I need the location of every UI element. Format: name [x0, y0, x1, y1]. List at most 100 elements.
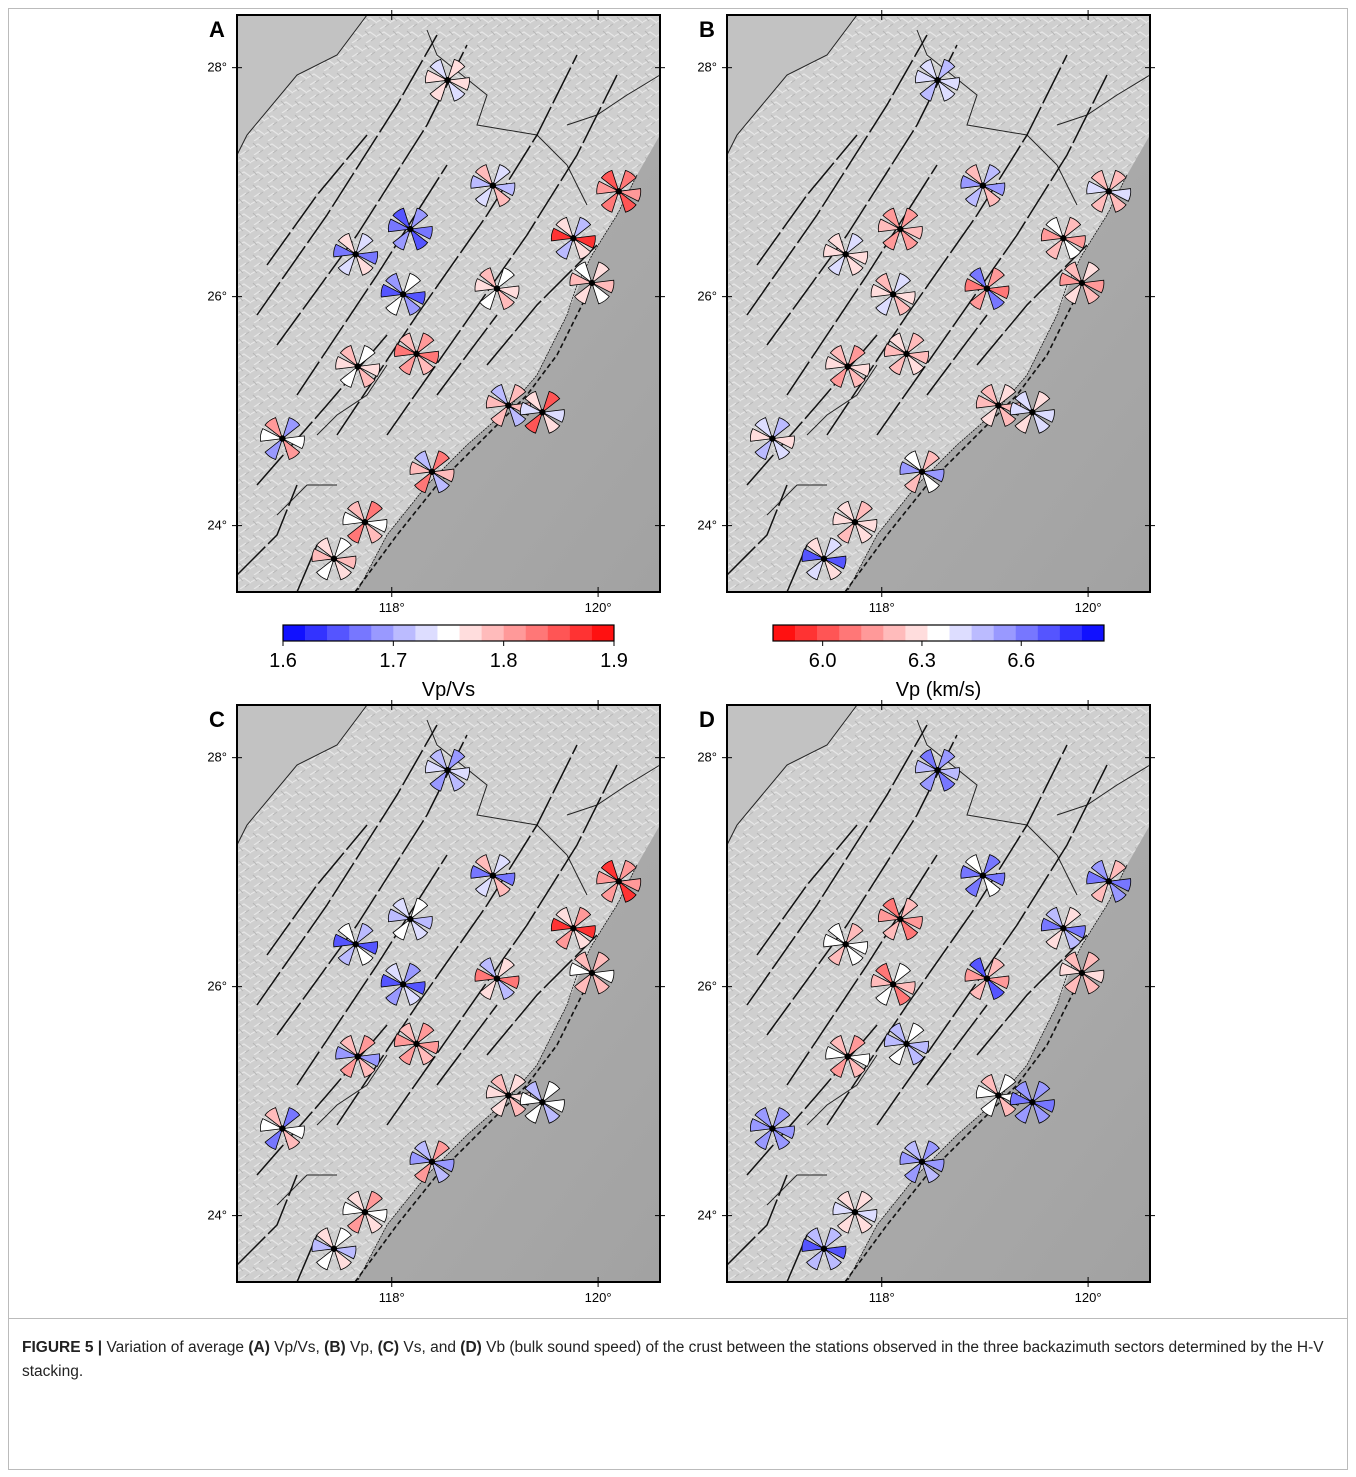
colorbar-step	[481, 625, 504, 641]
y-tick-label: 24°	[207, 1208, 227, 1223]
sector-wedge	[387, 908, 433, 930]
station	[1060, 925, 1067, 932]
station	[1078, 969, 1086, 977]
sector-wedge	[347, 500, 383, 544]
caption-text: (A)	[248, 1339, 270, 1356]
base-map	[726, 14, 1151, 593]
station	[897, 225, 904, 233]
station	[842, 251, 849, 258]
colorbar-tick-label: 1.9	[600, 650, 628, 672]
y-tick-label: 26°	[697, 289, 717, 304]
base-map	[236, 704, 661, 1283]
sector-wedge	[479, 957, 515, 1001]
figure-border	[8, 8, 1348, 1470]
station	[493, 975, 501, 982]
x-tick-label: 118°	[869, 600, 895, 615]
caption-text: Vp,	[345, 1339, 378, 1356]
sector-wedge	[832, 511, 878, 533]
station	[505, 1092, 512, 1099]
station	[1060, 235, 1067, 242]
map-panel: D24°26°28°118°120°4.44.85.2Vb (km/s)	[697, 700, 1155, 1305]
station	[820, 555, 828, 562]
sector-wedge	[1040, 917, 1086, 939]
sector-wedge	[519, 401, 565, 423]
station	[889, 291, 897, 298]
colorbar-step	[525, 625, 549, 641]
sector-wedge	[899, 1151, 945, 1173]
sector-wedge	[827, 922, 864, 966]
station	[983, 975, 991, 982]
station	[330, 555, 338, 562]
colorbar-step	[993, 625, 1017, 641]
sector-wedge	[832, 1201, 878, 1223]
sector-wedge	[569, 272, 615, 294]
sector-wedge	[1014, 1080, 1051, 1124]
station	[489, 872, 497, 879]
station	[851, 518, 859, 526]
y-tick-label: 28°	[697, 60, 717, 75]
y-tick-label: 24°	[697, 518, 717, 533]
sector-wedge	[1040, 227, 1086, 249]
sector-wedge	[555, 216, 592, 260]
sector-wedge	[1086, 180, 1132, 202]
sector-wedge	[264, 1107, 301, 1151]
sector-wedge	[806, 537, 842, 581]
sector-wedge	[877, 218, 923, 240]
sector-wedge	[414, 450, 450, 494]
station	[918, 1158, 926, 1165]
colorbar-step	[349, 625, 372, 641]
station	[407, 915, 414, 923]
colorbar-step	[283, 625, 306, 641]
station	[934, 767, 941, 774]
sector-wedge	[555, 906, 592, 950]
colorbar-step	[503, 625, 527, 641]
sector-wedge	[960, 865, 1006, 887]
colorbar-step	[371, 625, 394, 641]
sector-wedge	[398, 332, 435, 376]
sector-wedge	[888, 1022, 925, 1066]
sector-wedge	[801, 548, 847, 570]
sector-wedge	[1045, 906, 1082, 950]
sector-wedge	[380, 973, 426, 995]
sector-wedge	[260, 1118, 305, 1140]
sector-wedge	[1014, 1080, 1051, 1124]
sector-wedge	[1059, 962, 1105, 984]
colorbar-step	[591, 625, 615, 641]
station	[889, 981, 897, 988]
sector-wedge	[398, 332, 435, 376]
station	[1105, 878, 1112, 885]
sector-wedge	[919, 748, 956, 792]
sector-wedge	[479, 957, 515, 1001]
station	[983, 285, 991, 292]
sector-wedge	[524, 390, 561, 434]
sector-wedge	[754, 1107, 791, 1151]
sector-wedge	[392, 897, 429, 941]
sector-wedge	[414, 1140, 450, 1184]
sector-wedge	[550, 917, 596, 939]
station	[769, 435, 776, 442]
sector-wedge	[919, 748, 956, 792]
station	[352, 941, 359, 948]
sector-wedge	[600, 169, 637, 213]
sector-wedge	[754, 417, 791, 461]
sector-wedge	[1014, 390, 1051, 434]
station	[505, 402, 512, 409]
station	[539, 409, 546, 416]
colorbar-frame	[282, 624, 615, 642]
x-tick-label: 120°	[585, 1290, 612, 1305]
y-tick-label: 28°	[697, 750, 717, 765]
sector-wedge	[550, 227, 596, 249]
colorbar-step	[437, 625, 460, 641]
sector-wedge	[829, 345, 866, 388]
station	[903, 1040, 910, 1048]
sector-wedge	[827, 232, 864, 276]
sector-wedge	[823, 933, 869, 955]
colorbar-step	[773, 625, 796, 641]
station	[820, 1245, 828, 1252]
x-tick-label: 118°	[379, 1290, 405, 1305]
caption-text: (B)	[324, 1339, 346, 1356]
sector-wedge	[398, 1022, 435, 1066]
sector-wedge	[888, 332, 925, 376]
sector-wedge	[470, 175, 516, 197]
station	[444, 767, 451, 774]
